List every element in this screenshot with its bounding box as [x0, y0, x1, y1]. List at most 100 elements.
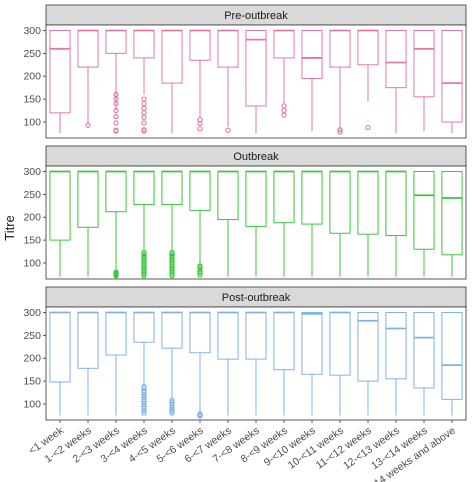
iqr-box: [301, 170, 323, 225]
box-3-4-weeks: [133, 170, 155, 279]
box-3-4-weeks: [133, 29, 155, 134]
outlier-point: [365, 124, 371, 131]
outlier-point: [113, 91, 119, 98]
panel-title: Pre-outbreak: [224, 10, 288, 22]
iqr-box: [133, 170, 155, 205]
iqr-box: [189, 170, 211, 211]
box-11-12-weeks: [357, 29, 379, 131]
iqr-box: [441, 170, 463, 256]
box-14-weeks-and-above: [441, 311, 463, 416]
iqr-box: [245, 311, 267, 360]
box-2-3-weeks: [105, 29, 127, 134]
y-tick-label: 100: [23, 257, 41, 269]
y-tick-label: 100: [23, 398, 41, 410]
box-1-2-weeks: [77, 29, 99, 128]
panel-0: Pre-outbreak 100 150 200 250 300: [23, 4, 467, 139]
outlier-point: [225, 127, 231, 133]
iqr-box: [217, 29, 239, 68]
iqr-box: [301, 311, 323, 375]
iqr-box: [189, 311, 211, 354]
outlier-point: [197, 126, 203, 132]
outlier-point: [169, 253, 175, 259]
iqr-box: [77, 311, 99, 369]
outlier-point: [113, 107, 119, 114]
y-tick-label: 250: [23, 330, 41, 342]
y-tick-label: 100: [23, 116, 41, 128]
box-12-13-weeks: [385, 170, 407, 277]
panel-2: Post-outbreak 100 150 200 250 300: [23, 286, 467, 421]
box-4-5-weeks: [161, 29, 183, 134]
panel-title: Outbreak: [233, 151, 279, 163]
iqr-box: [357, 170, 379, 235]
outlier-point: [141, 120, 147, 126]
box-2-3-weeks: [105, 170, 127, 279]
iqr-box: [385, 311, 407, 380]
iqr-box: [413, 170, 435, 250]
box-4-5-weeks: [161, 170, 183, 279]
outlier-point: [169, 249, 175, 256]
iqr-box: [385, 29, 407, 89]
box-7-8-weeks: [245, 29, 267, 134]
box-5-6-weeks: [189, 311, 211, 419]
box--1-week: [49, 29, 71, 134]
y-tick-label: 200: [23, 212, 41, 224]
box-1-2-weeks: [77, 311, 99, 416]
iqr-box: [161, 311, 183, 349]
y-tick-label: 200: [23, 353, 41, 365]
outlier-point: [141, 383, 147, 390]
box--1-week: [49, 170, 71, 277]
box-4-5-weeks: [161, 311, 183, 416]
panels: Pre-outbreak 100 150 200 250 300 Outbreak 100 15…: [23, 4, 467, 421]
outlier-point: [281, 103, 287, 109]
outlier-point: [197, 266, 203, 273]
iqr-box: [441, 311, 463, 400]
box-13-14-weeks: [413, 29, 435, 132]
outlier-point: [113, 127, 119, 133]
box-10-11-weeks: [329, 311, 351, 416]
iqr-box: [161, 170, 183, 205]
y-tick-label: 300: [23, 25, 41, 37]
iqr-box: [133, 311, 155, 343]
box-8-9-weeks: [273, 29, 295, 118]
y-axis-label: Titre: [2, 215, 17, 241]
box-8-9-weeks: [273, 311, 295, 416]
iqr-box: [217, 170, 239, 221]
iqr-box: [413, 311, 435, 389]
iqr-box: [133, 29, 155, 59]
box-12-13-weeks: [385, 29, 407, 134]
box-5-6-weeks: [189, 170, 211, 278]
panel-1: Outbreak 100 150 200 250 300: [23, 145, 467, 280]
box-14-weeks-and-above: [441, 170, 463, 277]
iqr-box: [329, 170, 351, 234]
iqr-box: [301, 29, 323, 80]
outlier-point: [113, 269, 119, 275]
outlier-point: [337, 127, 343, 133]
y-tick-label: 150: [23, 376, 41, 388]
iqr-box: [105, 311, 127, 356]
box-11-12-weeks: [357, 311, 379, 416]
iqr-box: [49, 29, 71, 114]
outlier-point: [197, 117, 203, 123]
iqr-box: [357, 311, 379, 382]
panel-title: Post-outbreak: [222, 292, 291, 304]
iqr-box: [329, 311, 351, 376]
y-tick-label: 150: [23, 94, 41, 106]
iqr-box: [49, 311, 71, 383]
y-tick-label: 250: [23, 48, 41, 60]
box-6-7-weeks: [217, 311, 239, 416]
box-13-14-weeks: [413, 311, 435, 416]
iqr-box: [273, 29, 295, 59]
iqr-box: [49, 170, 71, 241]
box-10-11-weeks: [329, 170, 351, 277]
iqr-box: [441, 29, 463, 123]
iqr-box: [385, 170, 407, 237]
iqr-box: [217, 311, 239, 360]
box-11-12-weeks: [357, 170, 379, 277]
iqr-box: [273, 170, 295, 224]
y-tick-label: 150: [23, 235, 41, 247]
outlier-point: [169, 397, 175, 403]
iqr-box: [105, 29, 127, 54]
iqr-box: [273, 311, 295, 371]
